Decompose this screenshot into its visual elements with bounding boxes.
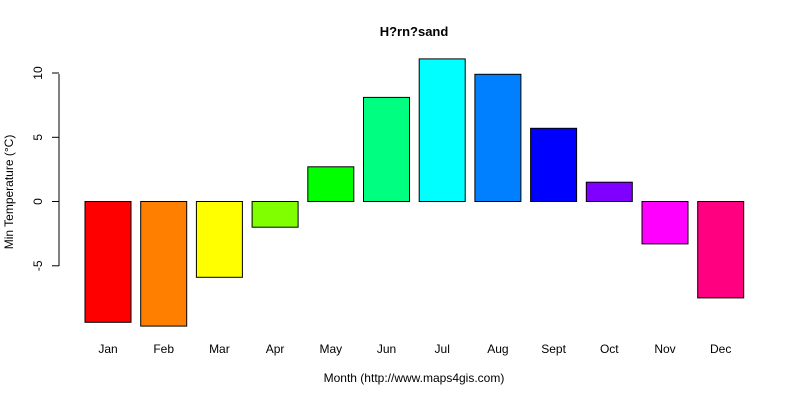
- bar-jul: [418, 58, 466, 203]
- x-tick-label-aug: Aug: [487, 342, 508, 356]
- bar-nov: [641, 201, 689, 245]
- y-axis-label: Min Temperature (°C): [2, 135, 16, 250]
- y-tick-label: 5: [31, 134, 45, 141]
- bar-aug: [474, 73, 522, 202]
- bars-group: [84, 58, 745, 327]
- x-tick-label-dec: Dec: [710, 342, 731, 356]
- bar-dec: [697, 201, 745, 299]
- x-tick-label-feb: Feb: [153, 342, 174, 356]
- x-axis-label: Month (http://www.maps4gis.com): [324, 371, 505, 385]
- x-tick-label-sept: Sept: [541, 342, 566, 356]
- chart-title: H?rn?sand: [380, 24, 449, 39]
- bar-oct: [585, 181, 633, 202]
- bar-sept: [530, 127, 578, 202]
- x-axis-tick-labels: Jan Feb Mar Apr May Jun Jul Aug Sept Oct Nov Dec: [98, 342, 731, 356]
- y-axis-ticks: -5 0 5 10: [31, 66, 59, 271]
- y-tick-label: 10: [31, 66, 45, 80]
- x-tick-label-nov: Nov: [654, 342, 675, 356]
- x-tick-label-mar: Mar: [209, 342, 230, 356]
- y-tick-label: -5: [31, 260, 45, 271]
- bar-feb: [140, 201, 188, 327]
- bar-apr: [251, 201, 299, 228]
- x-tick-label-jan: Jan: [98, 342, 117, 356]
- bar-jan: [84, 201, 132, 323]
- x-tick-label-jul: Jul: [435, 342, 450, 356]
- bar-may: [307, 166, 355, 203]
- x-tick-label-may: May: [319, 342, 342, 356]
- x-tick-label-oct: Oct: [600, 342, 619, 356]
- y-tick-label: 0: [31, 198, 45, 205]
- x-tick-label-jun: Jun: [377, 342, 396, 356]
- bar-mar: [195, 201, 243, 278]
- bar-jun: [363, 96, 410, 202]
- x-tick-label-apr: Apr: [266, 342, 285, 356]
